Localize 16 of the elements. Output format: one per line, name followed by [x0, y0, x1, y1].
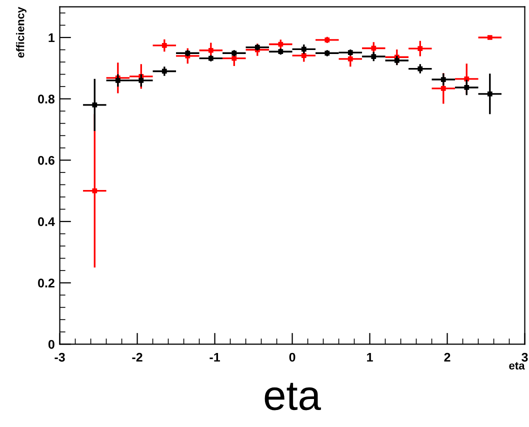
x-tick-label: -2	[132, 352, 142, 362]
y-tick-label: 0	[48, 340, 54, 349]
x-tick-label: 3	[522, 352, 528, 362]
x-tick-label: 1	[367, 352, 373, 362]
x-tick-label: 2	[444, 352, 450, 362]
y-tick-label: 1	[48, 33, 55, 42]
y-tick-label: 0.2	[38, 278, 54, 288]
y-tick-label: 0.6	[38, 156, 54, 165]
text: eta	[264, 382, 321, 410]
y-tick-label: 0.8	[38, 94, 55, 104]
x-tick-label: 0	[289, 352, 296, 362]
y-axis-title: efficiency	[16, 6, 26, 58]
x-tick-label: -1	[210, 352, 220, 362]
x-axis-title: eta	[509, 362, 525, 370]
x-tick-label: -3	[54, 352, 65, 362]
y-tick-label: 0.4	[38, 217, 55, 226]
